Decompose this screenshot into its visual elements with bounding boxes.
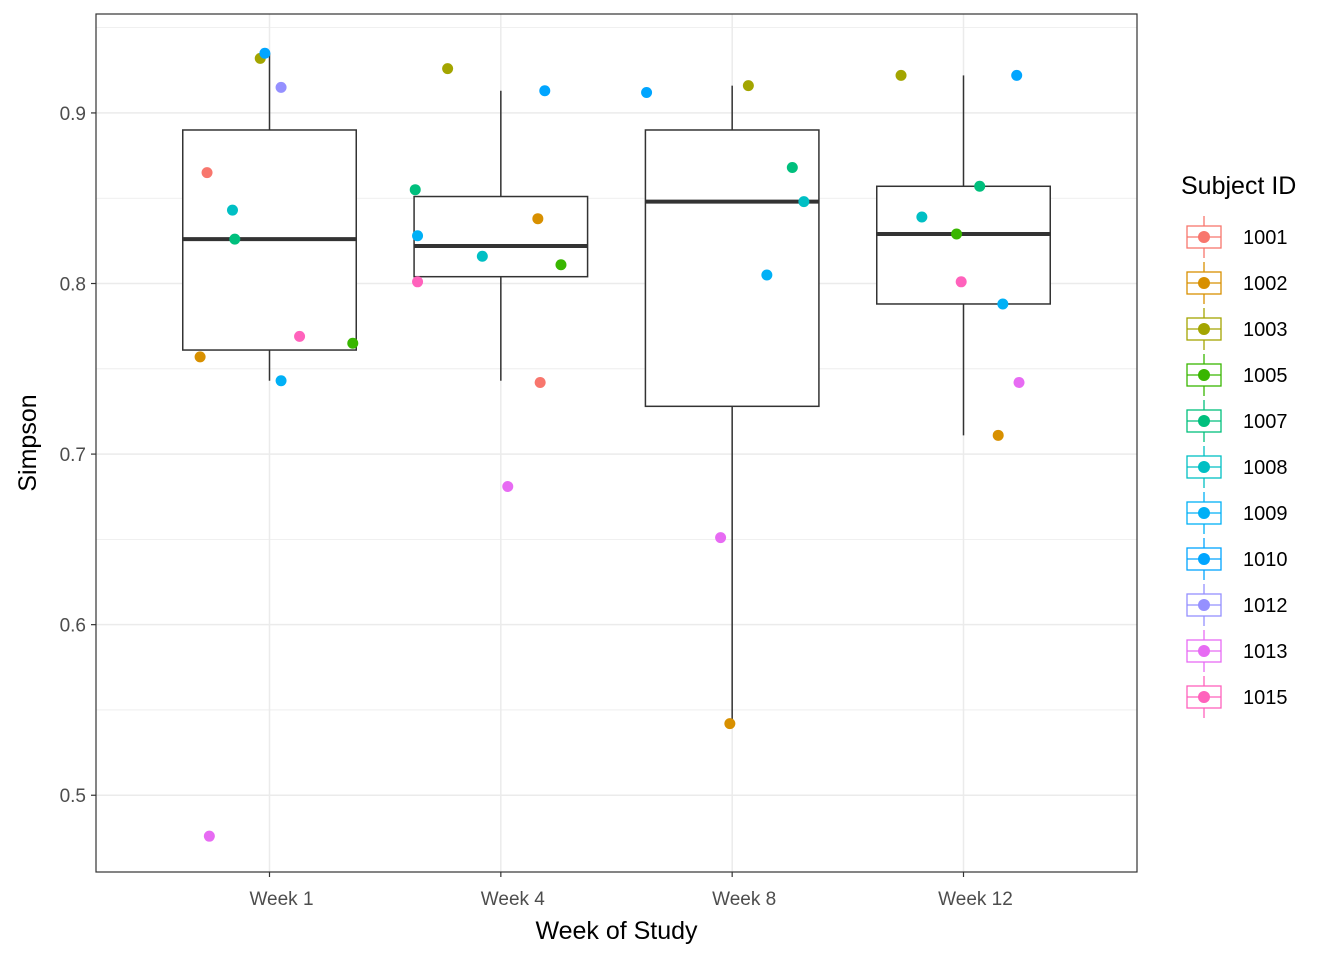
legend-item-1013: 1013: [1186, 630, 1288, 672]
legend-key-point: [1198, 461, 1210, 473]
x-tick-label: Week 8: [712, 889, 776, 910]
legend-label: 1013: [1243, 641, 1288, 663]
legend-item-1001: 1001: [1186, 216, 1288, 258]
point-1015: [412, 276, 424, 288]
point-1002: [992, 429, 1004, 441]
point-1010: [1011, 69, 1023, 81]
x-tick-label: Week 12: [938, 889, 1013, 910]
x-tick-label: Week 4: [481, 889, 546, 910]
point-1003: [742, 80, 754, 92]
point-1001: [201, 167, 213, 179]
legend-title: Subject ID: [1181, 172, 1296, 200]
point-1015: [294, 330, 306, 342]
point-1003: [442, 63, 454, 75]
legend-label: 1001: [1243, 227, 1288, 249]
y-tick-label: 0.9: [60, 104, 86, 125]
point-1002: [724, 718, 736, 730]
legend-item-1003: 1003: [1186, 308, 1288, 350]
legend-item-1007: 1007: [1186, 400, 1288, 442]
axes: 0.5 0.6 0.7 0.8 0.9 Week 1 Week 4 Week 8 Week 12: [60, 104, 1013, 910]
legend-item-1002: 1002: [1186, 262, 1288, 304]
legend-key-point: [1198, 369, 1210, 381]
point-1007: [974, 180, 986, 192]
point-1010: [641, 86, 653, 98]
legend: Subject ID 1001 1002 1003 1005 1007 1008 1009 1…: [1181, 172, 1296, 718]
legend-key-point: [1198, 507, 1210, 519]
legend-label: 1003: [1243, 319, 1288, 341]
point-1013: [203, 830, 215, 842]
legend-label: 1010: [1243, 549, 1288, 571]
box-week-1: [182, 53, 357, 381]
legend-item-1010: 1010: [1186, 538, 1288, 580]
point-1002: [532, 213, 544, 225]
point-1002: [194, 351, 206, 363]
legend-key-point: [1198, 277, 1210, 289]
point-1009: [761, 269, 773, 281]
point-1007: [229, 233, 241, 245]
point-1001: [534, 376, 546, 388]
legend-label: 1008: [1243, 457, 1288, 479]
y-tick-label: 0.5: [60, 786, 86, 807]
point-1013: [502, 480, 514, 492]
point-1015: [955, 276, 967, 288]
legend-item-1009: 1009: [1186, 492, 1288, 534]
legend-label: 1009: [1243, 503, 1288, 525]
data-points: [194, 47, 1025, 842]
legend-item-1012: 1012: [1186, 584, 1288, 626]
point-1010: [259, 47, 271, 59]
box-week-4: [413, 90, 589, 381]
legend-key-point: [1198, 553, 1210, 565]
point-1009: [412, 230, 424, 242]
point-1007: [786, 162, 798, 174]
point-1013: [1013, 376, 1025, 388]
legend-item-1015: 1015: [1186, 676, 1288, 718]
legend-label: 1012: [1243, 595, 1288, 617]
legend-label: 1005: [1243, 365, 1288, 387]
legend-item-1008: 1008: [1186, 446, 1288, 488]
y-tick-label: 0.7: [60, 445, 86, 466]
legend-label: 1015: [1243, 687, 1288, 709]
box-week-8: [644, 85, 820, 724]
legend-label: 1007: [1243, 411, 1288, 433]
point-1005: [347, 337, 359, 349]
legend-key-point: [1198, 323, 1210, 335]
point-1008: [226, 204, 238, 216]
point-1005: [951, 228, 963, 240]
box-iqr: [644, 129, 820, 408]
point-1013: [715, 532, 727, 544]
point-1012: [275, 81, 287, 93]
legend-key-point: [1198, 231, 1210, 243]
x-axis-title: Week of Study: [535, 917, 698, 945]
point-1007: [409, 184, 421, 196]
y-axis-title: Simpson: [14, 394, 42, 491]
point-1003: [895, 69, 907, 81]
legend-key-point: [1198, 599, 1210, 611]
y-tick-label: 0.6: [60, 616, 86, 637]
y-tick-label: 0.8: [60, 275, 86, 296]
legend-key-point: [1198, 645, 1210, 657]
legend-label: 1002: [1243, 273, 1288, 295]
box-plots: [182, 53, 1051, 724]
point-1008: [476, 250, 488, 262]
point-1009: [275, 375, 287, 387]
legend-item-1005: 1005: [1186, 354, 1288, 396]
panel-border: [95, 13, 1138, 873]
x-tick-label: Week 1: [249, 889, 313, 910]
legend-key-point: [1198, 691, 1210, 703]
point-1008: [798, 196, 810, 208]
point-1008: [916, 211, 928, 223]
point-1005: [555, 259, 567, 271]
point-1009: [997, 298, 1009, 310]
legend-key-point: [1198, 415, 1210, 427]
point-1010: [539, 85, 551, 97]
